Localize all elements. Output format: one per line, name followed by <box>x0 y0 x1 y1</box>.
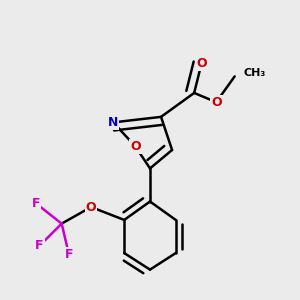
Text: N: N <box>108 116 119 129</box>
Text: O: O <box>196 57 207 70</box>
Text: F: F <box>65 248 73 261</box>
Text: F: F <box>35 239 44 252</box>
Text: O: O <box>86 200 96 214</box>
Text: F: F <box>32 197 40 210</box>
Text: CH₃: CH₃ <box>244 68 266 78</box>
Text: O: O <box>130 140 141 153</box>
Text: O: O <box>211 96 222 109</box>
